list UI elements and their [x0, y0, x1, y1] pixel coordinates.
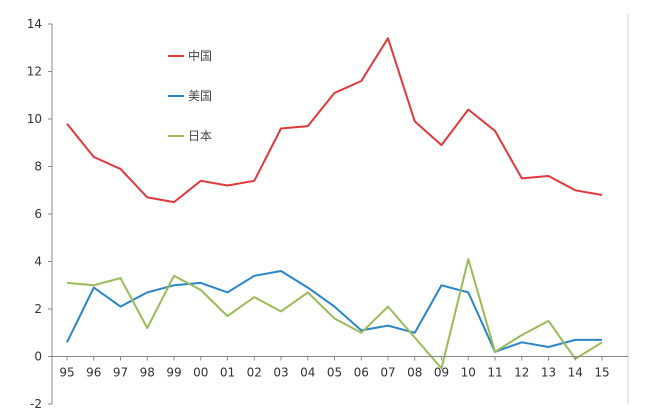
y-tick-label: 0 [34, 350, 42, 364]
y-tick-label: 2 [34, 302, 42, 316]
x-tick-label: 00 [193, 366, 208, 380]
x-tick-label: 05 [327, 366, 342, 380]
x-tick-label: 02 [247, 366, 262, 380]
y-tick-label: 12 [27, 65, 42, 79]
x-tick-label: 95 [59, 366, 74, 380]
y-tick-label: 14 [27, 17, 42, 31]
x-tick-label: 15 [594, 366, 609, 380]
x-tick-label: 13 [541, 366, 556, 380]
y-tick-label: 6 [34, 207, 42, 221]
x-tick-label: 09 [434, 366, 449, 380]
x-tick-label: 10 [461, 366, 476, 380]
x-tick-label: 03 [273, 366, 288, 380]
legend-label-1: 美国 [188, 89, 212, 103]
x-tick-label: 11 [487, 366, 502, 380]
series-line-2 [66, 258, 603, 370]
y-tick-label: 10 [27, 112, 42, 126]
x-tick-label: 14 [568, 366, 583, 380]
x-tick-label: 06 [354, 366, 369, 380]
series-line-0 [66, 37, 603, 204]
x-tick-label: 96 [86, 366, 101, 380]
y-tick-label: 4 [34, 255, 42, 269]
y-tick-label: 8 [34, 160, 42, 174]
x-tick-label: 97 [113, 366, 128, 380]
x-tick-label: 07 [380, 366, 395, 380]
x-tick-label: 04 [300, 366, 315, 380]
x-tick-label: 08 [407, 366, 422, 380]
x-tick-label: 12 [514, 366, 529, 380]
y-tick-label: -2 [30, 397, 42, 408]
series-line-1 [66, 270, 602, 353]
legend-label-0: 中国 [188, 48, 212, 63]
legend-label-2: 日本 [188, 129, 212, 143]
x-tick-label: 99 [166, 366, 181, 380]
title-area [40, 0, 270, 6]
x-tick-label: 01 [220, 366, 235, 380]
plot-area [66, 37, 603, 370]
x-tick-label: 98 [140, 366, 155, 380]
